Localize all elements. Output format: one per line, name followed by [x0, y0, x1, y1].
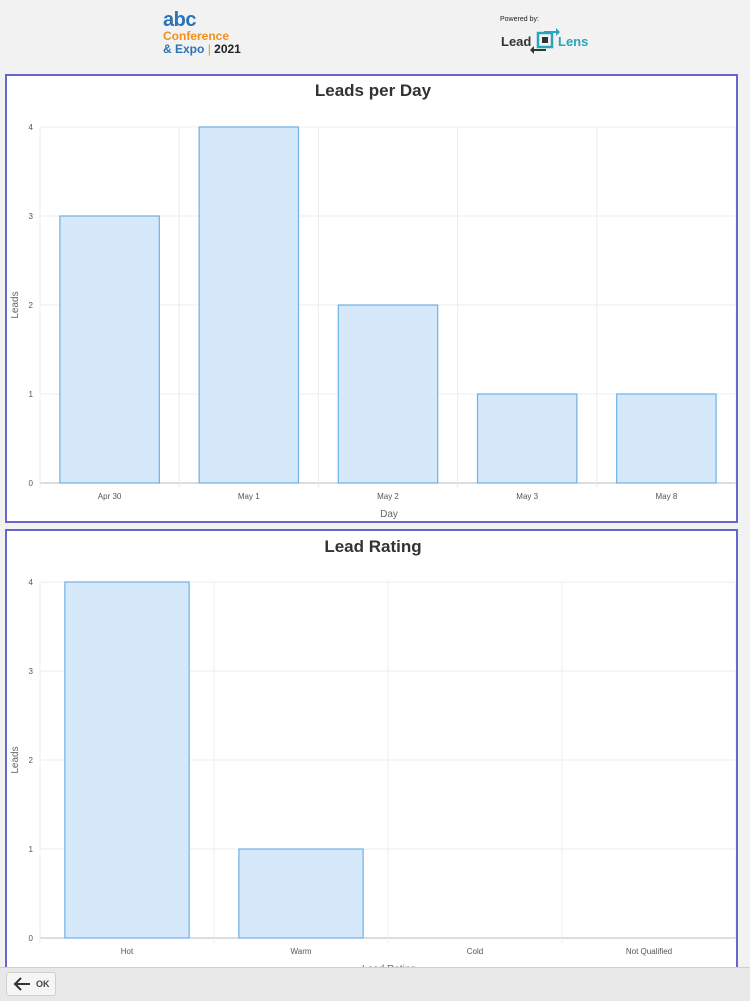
- lead-rating-panel: Lead Rating 0 1 2 3 4 Hot Warm Cold Not Qualified…: [5, 529, 738, 969]
- powered-by-label: Powered by:: [500, 16, 539, 23]
- y-axis-label: Leads: [10, 746, 21, 773]
- x-axis-label: Lead Rating: [362, 964, 416, 967]
- bar: [64, 581, 190, 939]
- leadlens-logo-lead: Lead: [501, 34, 532, 49]
- chart-title: Leads per Day: [315, 81, 432, 100]
- app-header: abc Conference & Expo | 2021 Powered by:…: [0, 0, 750, 72]
- bar: [476, 393, 578, 484]
- y-tick-label: 0: [29, 479, 34, 488]
- event-logo-expo-text: & Expo: [163, 42, 205, 56]
- arrow-left-icon: [13, 977, 30, 991]
- ok-back-button[interactable]: OK: [6, 972, 56, 996]
- x-tick-label: May 1: [238, 492, 260, 501]
- leadlens-logo-lens: Lens: [558, 34, 589, 49]
- x-tick-label: May 3: [516, 492, 538, 501]
- footer-bar: OK: [0, 967, 750, 1001]
- y-tick-label: 2: [29, 756, 34, 765]
- y-tick-label: 2: [29, 301, 34, 310]
- event-logo-abc: abc: [163, 9, 196, 31]
- x-tick-label: May 8: [656, 492, 678, 501]
- y-axis-label: Leads: [10, 291, 21, 318]
- bar: [238, 848, 364, 939]
- x-tick-label: Not Qualified: [626, 947, 672, 956]
- y-tick-label: 4: [29, 578, 34, 587]
- leads-per-day-chart: Leads per Day 0 1 2 3 4 Apr 30 May 1 May 2 May 3 M…: [10, 81, 736, 520]
- x-axis-label: Day: [380, 509, 398, 520]
- bar: [616, 393, 717, 484]
- y-tick-label: 3: [29, 667, 34, 676]
- event-logo: abc Conference & Expo | 2021: [163, 10, 241, 55]
- bar: [337, 304, 439, 484]
- event-logo-conference: Conference: [163, 29, 230, 43]
- y-tick-label: 1: [29, 845, 34, 854]
- y-tick-label: 0: [29, 934, 34, 943]
- x-tick-label: Apr 30: [98, 492, 122, 501]
- event-logo-separator: |: [207, 42, 211, 56]
- x-tick-label: Cold: [467, 947, 483, 956]
- x-tick-label: Warm: [290, 947, 311, 956]
- leads-per-day-panel: Leads per Day 0 1 2 3 4 Apr 30 May 1 May 2 May 3 M…: [5, 74, 738, 523]
- x-tick-label: Hot: [121, 947, 134, 956]
- bar: [198, 126, 300, 484]
- y-tick-label: 4: [29, 123, 34, 132]
- ok-label: OK: [36, 979, 50, 989]
- chart-title: Lead Rating: [324, 537, 421, 556]
- y-tick-label: 3: [29, 212, 34, 221]
- x-tick-label: May 2: [377, 492, 399, 501]
- leadlens-swap-icon: [530, 28, 560, 54]
- event-logo-expo: & Expo | 2021: [163, 43, 241, 55]
- event-logo-year: 2021: [214, 42, 241, 56]
- bar: [59, 215, 160, 484]
- lead-rating-chart: Lead Rating 0 1 2 3 4 Hot Warm Cold Not Qualified…: [10, 537, 736, 967]
- y-tick-label: 1: [29, 390, 34, 399]
